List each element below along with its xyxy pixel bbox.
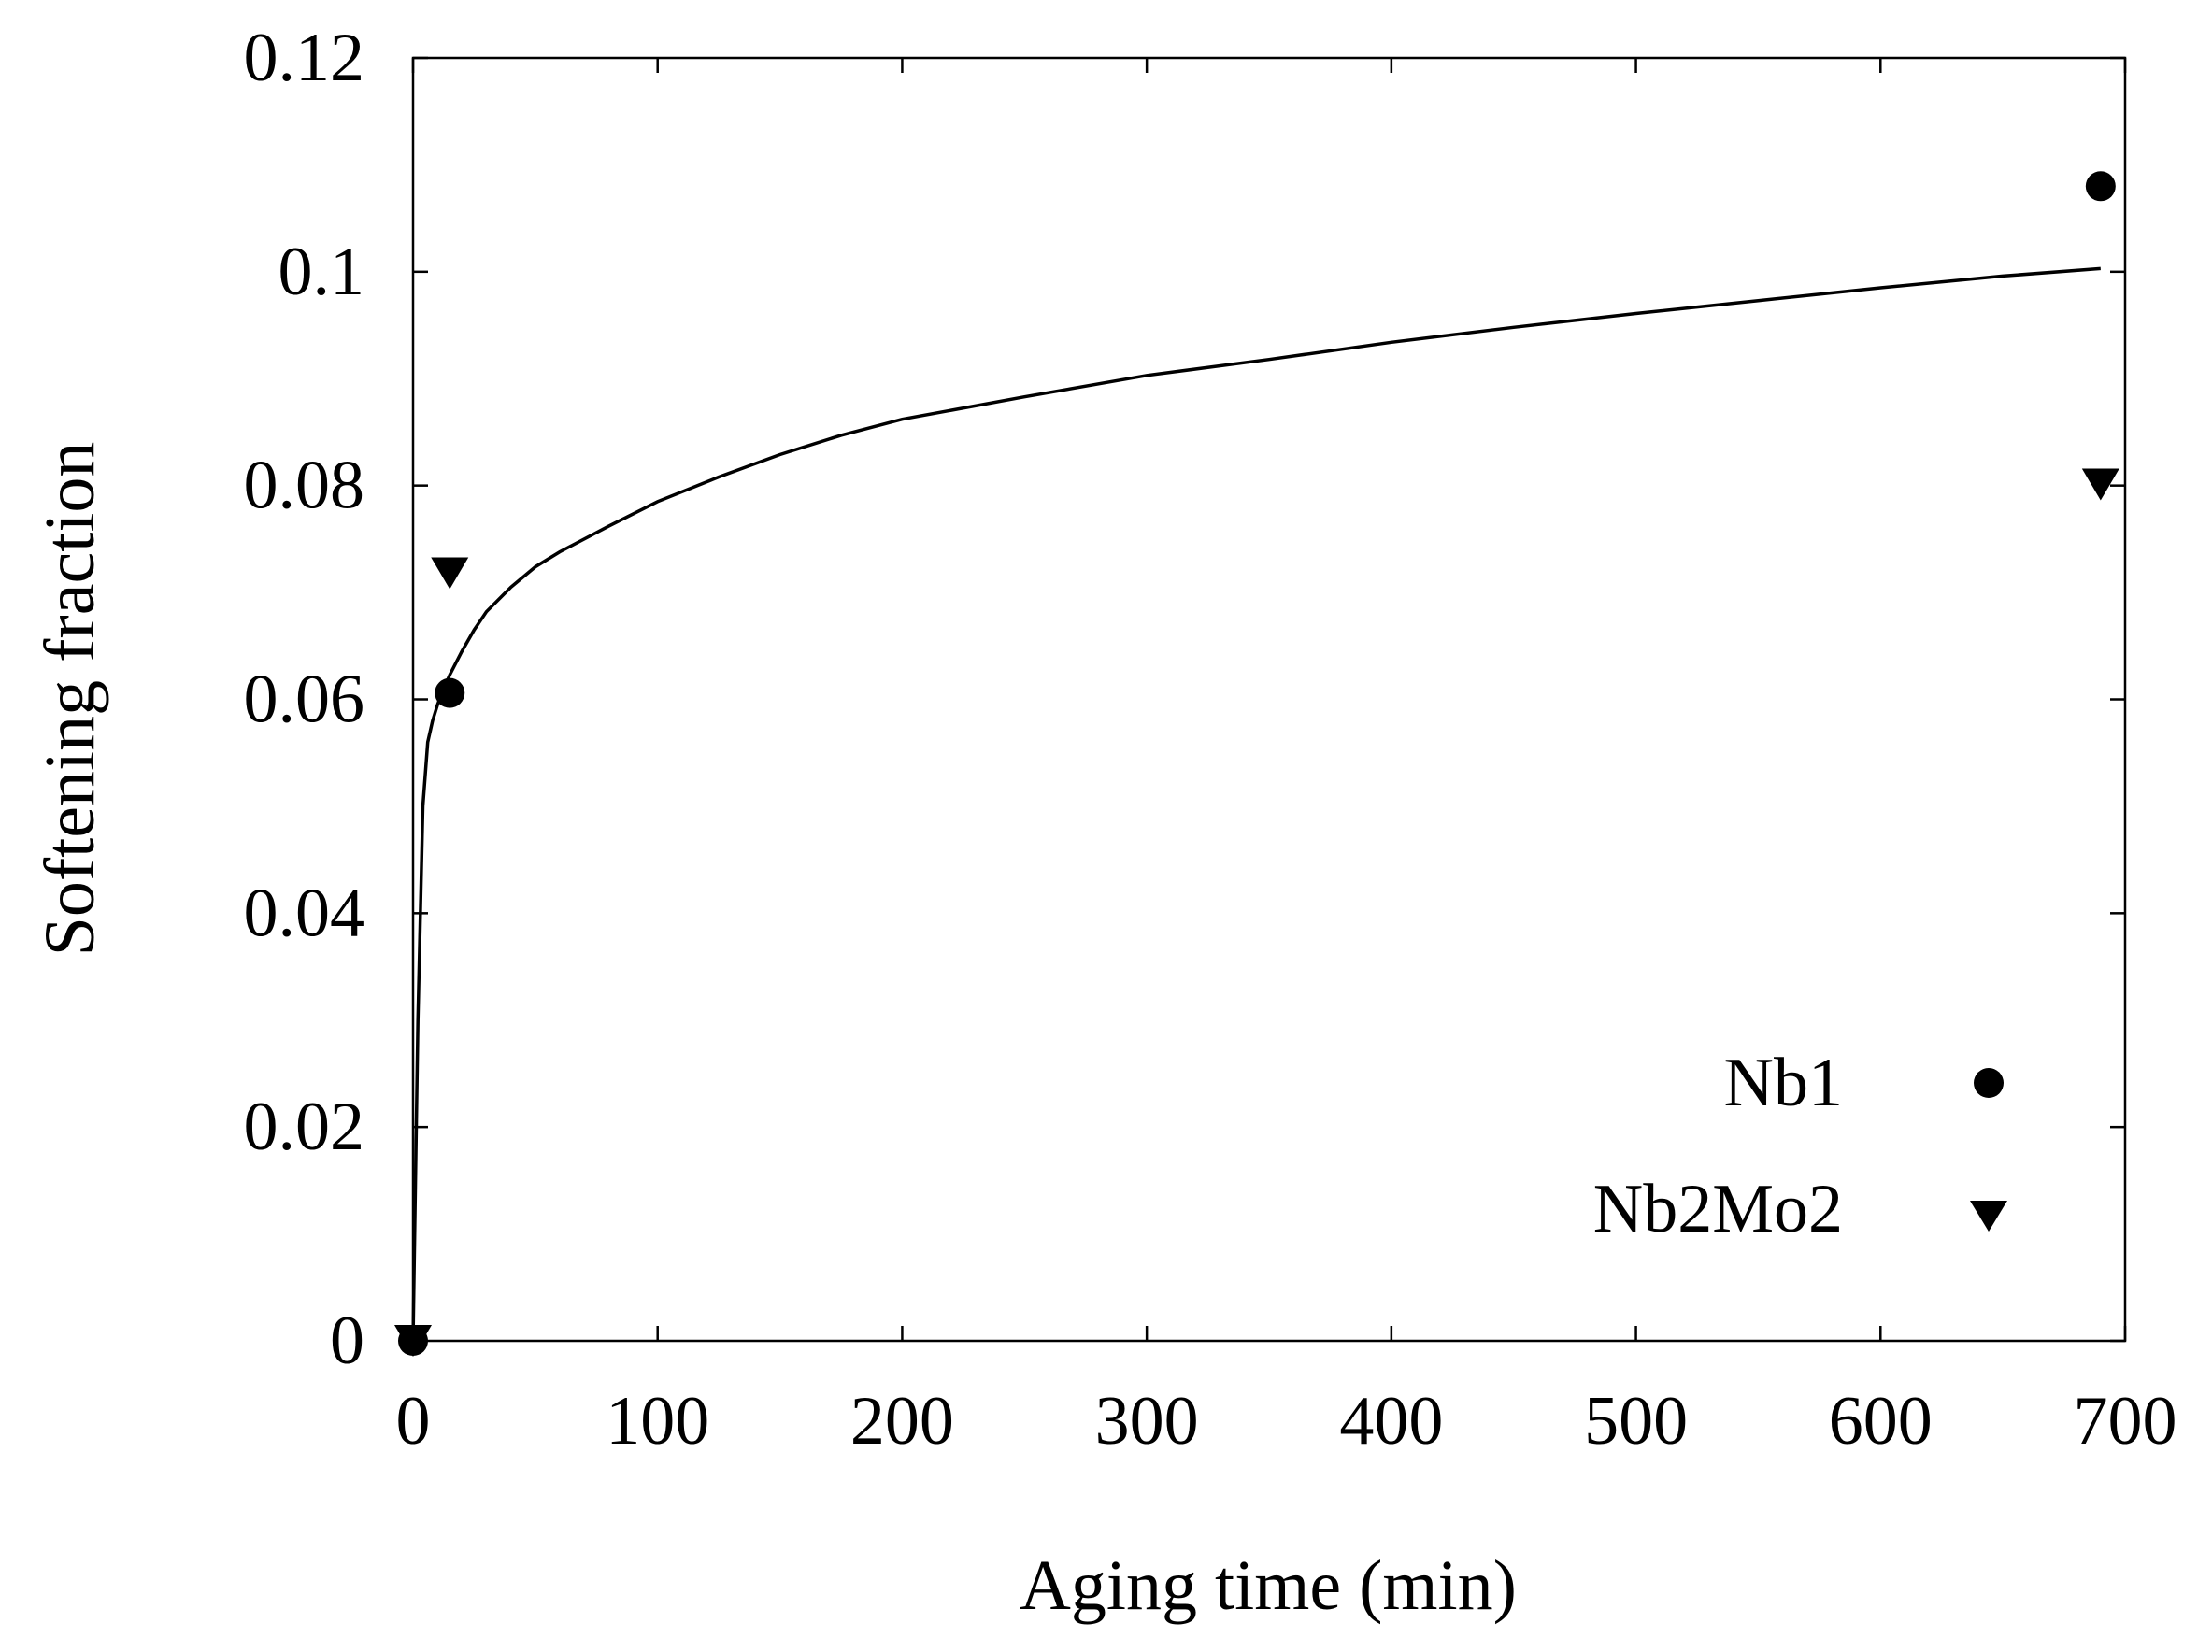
point-nb2mo2 <box>394 1325 432 1357</box>
y-axis-ticks <box>413 56 2125 1343</box>
y-tick-label: 0.12 <box>244 20 365 96</box>
x-tick-label: 400 <box>1339 1383 1443 1460</box>
legend-marker-nb1 <box>1974 1068 2004 1098</box>
x-tick-label: 600 <box>1829 1383 1933 1460</box>
y-tick-label: 0.04 <box>244 875 365 951</box>
legend: Nb1 Nb2Mo2 <box>1593 1045 2007 1247</box>
x-tick-label: 0 <box>396 1383 431 1460</box>
x-axis-title: Aging time (min) <box>1020 1546 1517 1625</box>
data-points <box>394 171 2119 1357</box>
x-tick-label: 100 <box>606 1383 709 1460</box>
y-axis-title: Softening fraction <box>31 442 109 957</box>
point-nb1 <box>435 677 465 708</box>
x-tick-label: 700 <box>2074 1383 2177 1460</box>
y-tick-label: 0 <box>330 1303 364 1379</box>
point-nb2mo2 <box>2081 468 2119 501</box>
x-tick-label: 300 <box>1095 1383 1199 1460</box>
y-tick-label: 0.06 <box>244 662 365 738</box>
y-tick-label: 0.02 <box>244 1089 365 1165</box>
x-tick-label: 200 <box>850 1383 954 1460</box>
y-tick-label: 0.1 <box>278 234 365 310</box>
legend-marker-nb2mo2 <box>1970 1201 2007 1232</box>
y-axis-tick-labels: 0 0.02 0.04 0.06 0.08 0.1 0.12 <box>244 20 365 1379</box>
point-nb2mo2 <box>431 557 469 590</box>
x-axis-ticks <box>411 58 2127 1341</box>
point-nb1 <box>2085 171 2116 202</box>
legend-label-nb2mo2: Nb2Mo2 <box>1593 1171 1843 1247</box>
fit-curve <box>411 266 2101 1342</box>
x-axis-tick-labels: 0 100 200 300 400 500 600 700 <box>396 1383 2177 1460</box>
y-tick-label: 0.08 <box>244 448 365 524</box>
x-tick-label: 500 <box>1584 1383 1688 1460</box>
legend-label-nb1: Nb1 <box>1724 1045 1843 1121</box>
plot-frame <box>411 56 2127 1343</box>
